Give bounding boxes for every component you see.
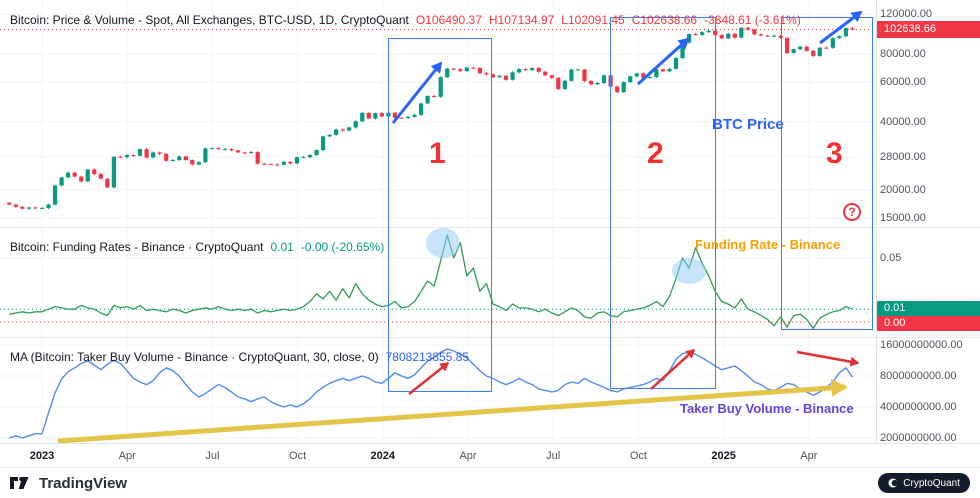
taker-buy-volume-label: Taker Buy Volume - Binance: [680, 401, 854, 416]
time-tick-label: 2025: [711, 450, 736, 462]
price-pane-header: Bitcoin: Price & Volume - Spot, All Exch…: [10, 13, 801, 27]
footer: TradingView CryptoQuant: [0, 467, 980, 498]
funding-pane-header: Bitcoin: Funding Rates - Binance · Crypt…: [10, 240, 384, 254]
cryptoquant-badge[interactable]: CryptoQuant: [878, 473, 970, 493]
time-tick-label: Oct: [289, 450, 307, 462]
time-tick-label: Apr: [459, 450, 477, 462]
axis-tick-label: 60000.00: [880, 76, 926, 89]
ohlc-low: L102091.45: [561, 13, 625, 27]
funding-change: -0.00 (-20.65%): [300, 240, 385, 254]
tradingview-wordmark: TradingView: [39, 474, 128, 492]
volume-pane-header: MA (Bitcoin: Taker Buy Volume - Binance …: [10, 350, 469, 364]
volume-pane-title[interactable]: MA (Bitcoin: Taker Buy Volume - Binance …: [10, 350, 379, 364]
tradingview-logo-icon: [10, 477, 29, 489]
time-tick-label: Oct: [629, 450, 647, 462]
axis-tick-label: 4000000000.00: [880, 401, 957, 413]
ohlc-close: C102638.66: [631, 13, 698, 27]
funding-value: 0.01: [270, 240, 294, 254]
cryptoquant-logo-icon: [888, 478, 899, 488]
time-tick-label: 2023: [29, 450, 55, 462]
price-scale[interactable]: 120000.00 80000.00 60000.00 40000.00 28000.0…: [0, 0, 980, 444]
ohlc-open: O106490.37: [415, 13, 482, 27]
last-price-badge: 102638.66: [877, 21, 980, 39]
annotation-number-1: 1: [429, 137, 446, 170]
time-tick-label: Apr: [800, 450, 818, 462]
axis-tick-label: 0.05: [880, 252, 902, 264]
annotation-number-3: 3: [826, 137, 843, 170]
funding-pane-title[interactable]: Bitcoin: Funding Rates - Binance · Crypt…: [10, 240, 264, 254]
highlight-box-3: [781, 17, 873, 330]
price-change: -3848.61 (-3.61%): [704, 13, 801, 27]
annotation-number-2: 2: [647, 137, 664, 170]
funding-value-badge: 0.01: [877, 301, 980, 317]
axis-tick-label: 28000.00: [880, 150, 926, 163]
pane-separator[interactable]: [0, 227, 980, 228]
funding-rate-label: Funding Rate - Binance: [695, 237, 841, 252]
axis-tick-label: 2000000000.00: [880, 432, 957, 444]
volume-value: 7808213855.85: [385, 350, 470, 364]
tradingview-logo[interactable]: TradingView: [10, 475, 127, 492]
time-scale[interactable]: 2023 Apr Jul Oct 2024 Apr Jul Oct 2025 Apr: [0, 443, 980, 467]
axis-tick-label: 20000.00: [880, 183, 926, 196]
help-icon[interactable]: ?: [843, 203, 861, 221]
axis-tick-label: 8000000000.00: [880, 370, 957, 382]
cryptoquant-wordmark: CryptoQuant: [903, 477, 960, 489]
highlight-box-1: [388, 38, 492, 392]
axis-tick-label: 40000.00: [880, 115, 926, 128]
price-scale-border: [876, 0, 877, 443]
price-pane-title[interactable]: Bitcoin: Price & Volume - Spot, All Exch…: [10, 13, 409, 27]
pane-separator[interactable]: [0, 337, 980, 338]
btc-price-label: BTC Price: [712, 116, 784, 133]
axis-tick-label: 120000.00: [880, 8, 932, 21]
axis-tick-label: 80000.00: [880, 47, 926, 60]
time-tick-label: 2024: [370, 450, 396, 462]
axis-tick-label: 15000.00: [880, 212, 926, 224]
time-tick-label: Apr: [118, 450, 136, 462]
highlight-box-2: [610, 17, 716, 389]
axis-tick-label: 16000000000.00: [880, 339, 963, 351]
time-tick-label: Jul: [546, 450, 561, 462]
time-tick-label: Jul: [205, 450, 220, 462]
ohlc-high: H107134.97: [488, 13, 555, 27]
funding-zero-badge: 0.00: [877, 316, 980, 331]
